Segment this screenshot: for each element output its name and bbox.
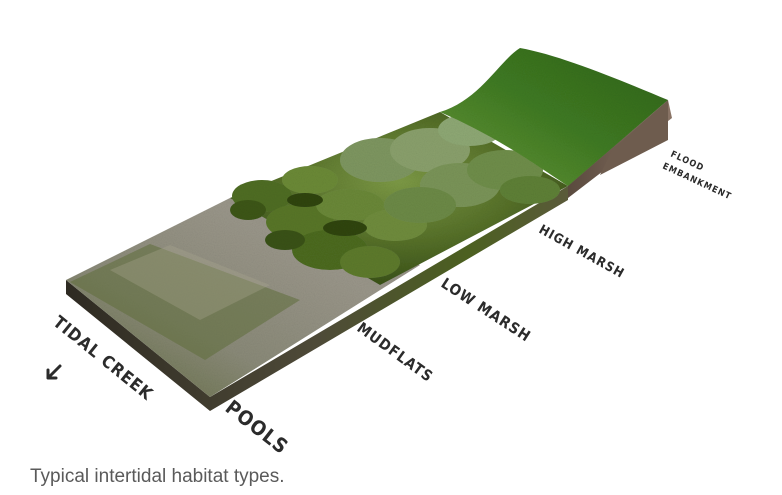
pool-highlight (110, 245, 270, 320)
pool-water (70, 244, 300, 360)
creek-arrow-icon (46, 364, 62, 380)
figure-caption: Typical intertidal habitat types. (30, 466, 285, 487)
high-marsh-vegetation (340, 114, 560, 223)
label-mudflats: MUDFLATS (354, 319, 437, 386)
embankment-slope-side (600, 100, 668, 175)
low-marsh-shrubs (230, 166, 427, 278)
flood-embankment-surface (440, 48, 668, 186)
label-pools: POOLS (221, 395, 293, 459)
label-high-marsh: HIGH MARSH (536, 222, 627, 281)
label-low-marsh: LOW MARSH (438, 274, 535, 345)
